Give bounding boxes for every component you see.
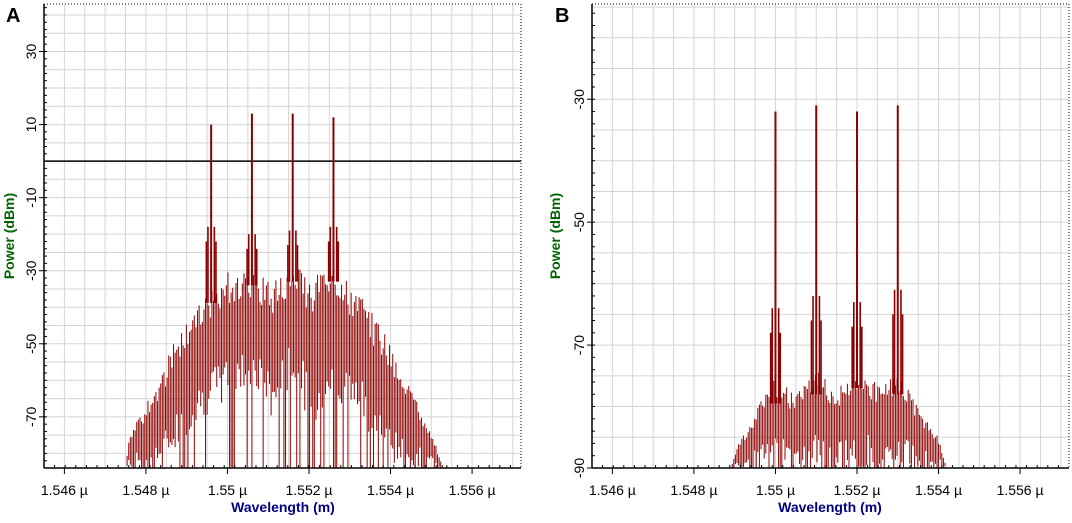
plot-area [44,4,521,468]
x-tick-label: 1.556 µ [997,482,1044,498]
x-tick-label: 1.546 µ [41,482,88,498]
x-tick-label: 1.548 µ [122,482,169,498]
plot-area [592,4,1069,468]
x-tick-label: 1.548 µ [670,482,717,498]
panel-b: B 1.546 µ 1.548 µ 1.55 µ 1.552 µ 1.554 µ 1.55… [547,3,1070,515]
grid [592,4,1069,468]
spectrum-series [731,372,948,468]
y-tick-label: -50 [23,333,39,353]
x-axis-label: Wavelength (m) [778,499,882,515]
x-tick-label: 1.55 µ [208,482,247,498]
y-tick-label: -30 [571,89,587,109]
x-tick-label: 1.55 µ [756,482,795,498]
x-tick-label: 1.554 µ [915,482,962,498]
y-tick-label: 10 [23,117,39,133]
x-tick-label: 1.552 µ [286,482,333,498]
spectrum-series [126,269,443,468]
y-tick-label: 30 [23,43,39,59]
y-tick-label: -70 [23,407,39,427]
x-tick-label: 1.554 µ [367,482,414,498]
y-axis-label: Power (dBm) [547,193,563,279]
panel-a: A 1.546 µ 1.548 µ 1.55 µ 1.552 µ 1.554 µ 1.55… [1,3,522,515]
y-tick-label: -70 [571,335,587,355]
y-tick-label: -50 [571,212,587,232]
y-tick-label: -30 [23,260,39,280]
panel-a-letter: A [6,5,20,27]
y-tick-label: -90 [571,458,587,478]
x-tick-label: 1.556 µ [449,482,496,498]
panel-b-letter: B [555,5,569,27]
x-tick-label: 1.552 µ [834,482,881,498]
grid [44,4,521,468]
y-axis-label: Power (dBm) [1,193,17,279]
x-tick-label: 1.546 µ [589,482,636,498]
y-tick-label: -10 [23,187,39,207]
x-axis-label: Wavelength (m) [231,499,335,515]
